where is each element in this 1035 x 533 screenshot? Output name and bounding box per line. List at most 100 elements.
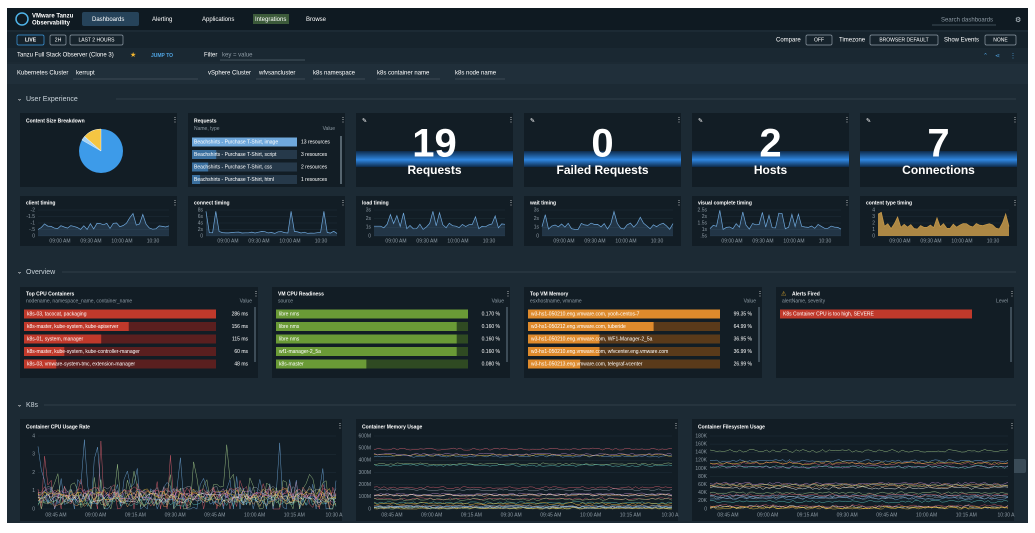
share-icon[interactable]: ⋖	[995, 54, 1000, 60]
panel-menu[interactable]: ⋮	[172, 118, 178, 124]
favorite-star[interactable]: ★	[130, 51, 136, 59]
row-value: 13 resources	[301, 139, 330, 145]
range-select[interactable]: LAST 2 HOURS	[78, 37, 115, 43]
edit-icon[interactable]: ✎	[698, 118, 703, 125]
panel-menu[interactable]: ⋮	[676, 118, 682, 124]
series-line	[709, 465, 1009, 469]
row-bar	[276, 347, 457, 356]
panel-menu[interactable]: ⋮	[844, 118, 850, 124]
nav-item[interactable]: Applications	[202, 17, 234, 23]
panel-menu[interactable]: ⋮	[676, 201, 682, 207]
series-line	[37, 486, 337, 498]
y-tick-label: 1	[32, 488, 35, 494]
x-tick-label: 09:45 AM	[540, 512, 561, 518]
compare-select-box[interactable]	[805, 34, 833, 46]
window-button-box[interactable]	[49, 34, 67, 46]
x-tick-label: 09:15 AM	[125, 512, 146, 518]
edit-icon[interactable]: ✎	[866, 118, 871, 125]
panel-menu[interactable]: ⋮	[844, 201, 850, 207]
timezone-select-box[interactable]	[869, 34, 939, 46]
panel-menu[interactable]: ⋮	[1009, 292, 1015, 298]
nav-highlight	[253, 14, 289, 24]
section-title[interactable]: User Experience	[26, 96, 78, 103]
x-tick-label: 10:30	[315, 238, 328, 244]
row-value: 36.95 %	[734, 336, 753, 342]
row-name: w3-hs1-050210.eng.vmware.com, yooh-cento…	[531, 311, 640, 317]
panel-menu[interactable]: ⋮	[505, 292, 511, 298]
y-tick-label: 4s	[198, 220, 204, 226]
y-tick-label: 160K	[695, 441, 707, 447]
panel-menu[interactable]: ⋮	[1012, 118, 1018, 124]
x-tick-label: 09:30 AM	[837, 512, 858, 518]
panel-menu[interactable]: ⋮	[1012, 201, 1018, 207]
y-tick-label: 1.5s	[698, 220, 708, 226]
panel-menu[interactable]: ⋮	[253, 292, 259, 298]
scrollbar	[340, 136, 342, 184]
panel-menu[interactable]: ⋮	[340, 118, 346, 124]
stat-band	[860, 151, 1017, 167]
series-line	[37, 490, 337, 503]
jump-to[interactable]: JUMP TO	[151, 53, 173, 59]
panel-menu[interactable]: ⋮	[508, 118, 514, 124]
series-line	[709, 499, 1009, 504]
y-tick-label: -.5	[29, 227, 35, 233]
y-tick-label: 100M	[358, 494, 371, 500]
compare-select[interactable]: OFF	[814, 37, 824, 43]
live-toggle-box[interactable]	[16, 34, 45, 46]
sparkline-area	[710, 210, 841, 236]
panel-menu[interactable]: ⋮	[508, 201, 514, 207]
events-select-box[interactable]	[984, 34, 1017, 46]
row-name: k8s-master	[279, 361, 304, 367]
edit-icon[interactable]: ✎	[530, 118, 535, 125]
stat-label: Hosts	[754, 163, 788, 177]
x-tick-label: 10:00 AM	[615, 238, 636, 244]
x-tick-label: 10:00 AM	[916, 512, 937, 518]
series-line	[373, 462, 673, 466]
timezone-select[interactable]: BROWSER DEFAULT	[879, 37, 928, 43]
row-bar	[24, 347, 65, 356]
variable-label: k8s container name	[377, 71, 430, 77]
x-tick-label: 10:00 AM	[111, 238, 132, 244]
stat-label: Requests	[407, 163, 461, 177]
panel-menu[interactable]: ⋮	[673, 424, 679, 430]
series-line	[709, 493, 1009, 497]
row-bar	[24, 309, 216, 319]
section-title[interactable]: Overview	[26, 269, 56, 276]
x-tick-label: 10:00 AM	[279, 238, 300, 244]
column-header: Value	[240, 298, 253, 304]
edit-icon[interactable]: ✎	[362, 118, 367, 125]
panel-title: Container CPU Usage Rate	[26, 424, 90, 430]
y-tick-label: 1s	[366, 225, 372, 231]
row-value: 115 ms	[232, 336, 249, 342]
variable-label: Kubernetes Cluster	[17, 71, 68, 77]
panel-menu[interactable]: ⋮	[337, 424, 343, 430]
more-icon[interactable]: ⋮	[1010, 54, 1016, 60]
nav-item[interactable]: Alerting	[152, 17, 172, 23]
settings-icon[interactable]: ⚙	[1015, 16, 1021, 24]
panel-menu[interactable]: ⋮	[1009, 424, 1015, 430]
panel-menu[interactable]: ⋮	[757, 292, 763, 298]
filter-input[interactable]: key = value	[222, 53, 253, 59]
nav-item[interactable]: Integrations	[255, 17, 286, 23]
stat-band	[692, 151, 849, 167]
section-title[interactable]: K8s	[26, 402, 39, 409]
panel	[692, 113, 849, 187]
row-name: w3-hs1-050210.eng.vmware.com, wfvcenter.…	[531, 349, 668, 355]
panel-menu[interactable]: ⋮	[340, 201, 346, 207]
live-toggle[interactable]: LIVE	[25, 37, 37, 43]
variable-value[interactable]: kerrupt	[76, 71, 95, 77]
variable-value[interactable]: wfvsancluster	[258, 71, 295, 77]
nav-item[interactable]: Browse	[306, 17, 327, 23]
window-button[interactable]: 2H	[55, 37, 62, 43]
range-select-box[interactable]	[69, 34, 124, 46]
panel-menu[interactable]: ⋮	[172, 201, 178, 207]
y-tick-label: 8s	[198, 207, 204, 213]
events-select[interactable]: NONE	[993, 37, 1008, 43]
row-name: Beachshirts - Purchase T-Shirt, image	[194, 139, 278, 145]
nav-item[interactable]: Dashboards	[92, 17, 124, 23]
x-tick-label: 09:00 AM	[49, 238, 70, 244]
collapse-icon[interactable]: ⌃	[983, 53, 988, 60]
search[interactable]: Search dashboards	[941, 18, 993, 24]
section-chevron: ⌄	[17, 403, 22, 409]
x-tick-label: 10:00 AM	[783, 238, 804, 244]
